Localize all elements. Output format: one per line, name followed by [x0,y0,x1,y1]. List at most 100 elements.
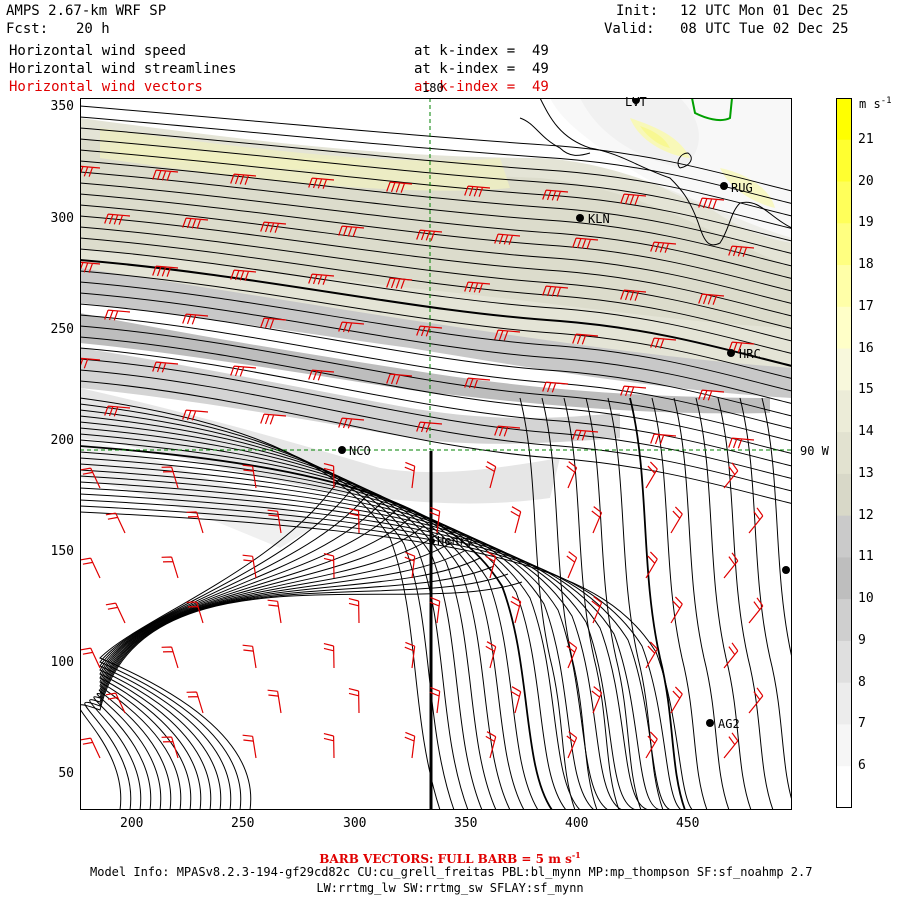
streamline [80,314,792,429]
field-wind-speed-level: at k-index = 49 [414,43,549,59]
wind-map [80,98,792,810]
wind-barb [308,369,335,381]
longitude-label: 90 W [800,444,829,458]
wind-barb [104,309,131,321]
field-wind-vectors: Horizontal wind vectors [9,79,203,95]
streamline [519,397,576,810]
station-lvt-marker [632,98,640,104]
colorbar-unit: m s-1 [859,96,892,111]
wind-barb [494,425,521,437]
streamline [93,557,481,810]
barb-note: BARB VECTORS: FULL BARB = 5 m s-1 [319,850,581,866]
wind-barb [748,687,764,714]
wind-barb [494,329,521,341]
colorbar-swatch [836,724,852,767]
x-tick-450: 450 [676,816,700,831]
colorbar-swatch [836,432,852,475]
streamline [80,421,497,810]
colorbar-label: 17 [858,298,874,314]
wind-barb [80,165,101,177]
wind-barbs [80,165,764,759]
wind-barb [152,361,179,373]
wind-barb [348,508,360,534]
wind-barb [161,556,179,579]
wind-barb [429,686,441,714]
wind-barb [416,229,443,241]
wind-barb [404,731,416,759]
model-info: Model Info: MPASv8.2.3-194-gf29cd82c CU:… [90,865,813,879]
wind-barb [620,193,647,205]
forecast-hours: 20 h [76,21,110,37]
colorbar-label: 19 [858,215,874,231]
wind-barb [323,553,335,579]
colorbar-label: 21 [858,131,874,147]
colorbar-swatch [836,557,852,600]
streamline [99,477,341,810]
wind-barb [429,506,441,534]
x-tick-350: 350 [454,816,478,831]
x-tick-250: 250 [231,816,255,831]
wind-barb [748,597,764,624]
streamline [739,397,792,803]
streamline [80,171,792,267]
field-streamlines: Horizontal wind streamlines [9,61,237,77]
streamline [80,457,581,810]
streamline [80,433,525,810]
wind-barb [152,265,179,277]
wind-barb [620,289,647,301]
wind-barb [182,409,209,421]
wind-barb [572,237,599,249]
wind-barb [338,225,365,237]
wind-barb [260,413,287,425]
wind-barb [728,437,755,449]
streamline [80,303,792,417]
colorbar-label: 11 [858,549,874,565]
wind-barb [464,377,491,389]
colorbar-label: 14 [858,424,874,440]
wind-barb [230,173,257,185]
valid-label: Valid: [604,21,655,37]
colorbar-label: 9 [858,632,866,648]
wind-barb [650,241,677,253]
wind-barb [323,463,335,489]
station-rug-marker [720,182,728,190]
wind-barb [323,643,335,669]
wind-barb [723,732,739,759]
colorbar-label: 6 [858,758,866,774]
streamline [80,403,455,810]
field-wind-vectors-level: at k-index = 49 [414,79,549,95]
streamline [80,499,678,810]
wind-barb [230,365,257,377]
wind-barb [104,213,131,225]
streamline [80,475,623,810]
wind-barb [242,734,257,759]
streamline [80,581,523,810]
wind-barb [182,217,209,229]
colorbar-label: 7 [858,716,866,732]
wind-barb [323,733,335,759]
wind-barb [230,269,257,281]
streamline [80,138,792,229]
streamline [695,397,752,810]
wind-barb [338,417,365,429]
wind-barb [645,551,658,579]
wind-barb [464,185,491,197]
wind-barb [645,731,658,759]
wind-barb [485,461,497,489]
wind-barb [404,461,416,489]
wind-barb [728,245,755,257]
colorbar-swatch [836,181,852,224]
streamline [99,509,397,810]
station-lvt-label: LVT [625,95,647,109]
streamline [80,292,792,404]
colorbar-label: 20 [858,173,874,189]
wind-barb [650,433,677,445]
wind-barb [161,466,179,489]
wind-barb [572,333,599,345]
streamline [99,501,383,810]
wind-barb [260,221,287,233]
wind-barb [308,273,335,285]
wind-barb [645,461,658,489]
wind-barb [698,293,725,305]
streamline [80,463,595,810]
